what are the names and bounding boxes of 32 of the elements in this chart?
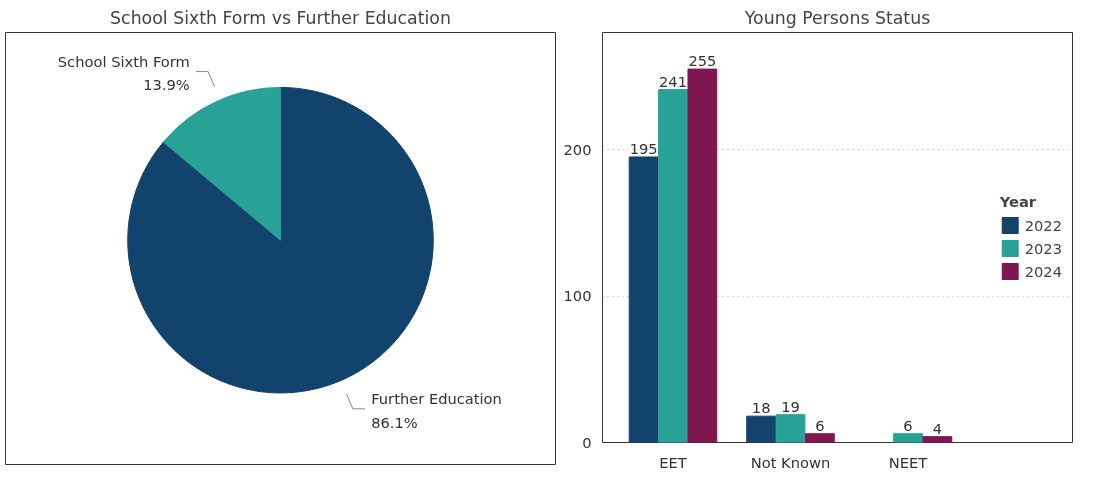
x-tick-label: NEET: [888, 453, 928, 471]
data-label: 6: [815, 416, 825, 434]
bar: [746, 415, 777, 443]
y-tick-label: 0: [582, 433, 592, 451]
bar: [804, 433, 835, 443]
x-tick-label: Not Known: [750, 453, 831, 471]
bar: [628, 156, 659, 443]
slice-label: Further Education: [371, 390, 502, 408]
bar: [922, 436, 953, 443]
legend-label: 2023: [1024, 239, 1062, 257]
data-label: 18: [751, 399, 771, 417]
data-label: 255: [688, 52, 717, 70]
data-label: 19: [781, 397, 800, 415]
bar: [893, 433, 923, 443]
legend-label: 2024: [1024, 262, 1062, 280]
chart-title: School Sixth Form vs Further Education: [110, 7, 451, 28]
data-label: 86.1%: [371, 413, 418, 431]
bar: [658, 89, 688, 443]
x-tick-label: EET: [659, 453, 687, 471]
chart-title: Young Persons Status: [743, 7, 931, 28]
bar: [775, 414, 806, 443]
legend-label: 2022: [1024, 216, 1062, 234]
slice-label: School Sixth Form: [57, 53, 190, 71]
data-label: 6: [903, 416, 913, 434]
data-label: 4: [932, 419, 943, 437]
data-label: 195: [629, 139, 658, 157]
legend-title: Year: [999, 193, 1037, 210]
bar: [687, 68, 718, 443]
y-tick-label: 100: [563, 287, 592, 305]
data-label: 241: [659, 72, 687, 90]
data-label: 13.9%: [143, 76, 190, 94]
y-tick-label: 200: [563, 140, 592, 158]
